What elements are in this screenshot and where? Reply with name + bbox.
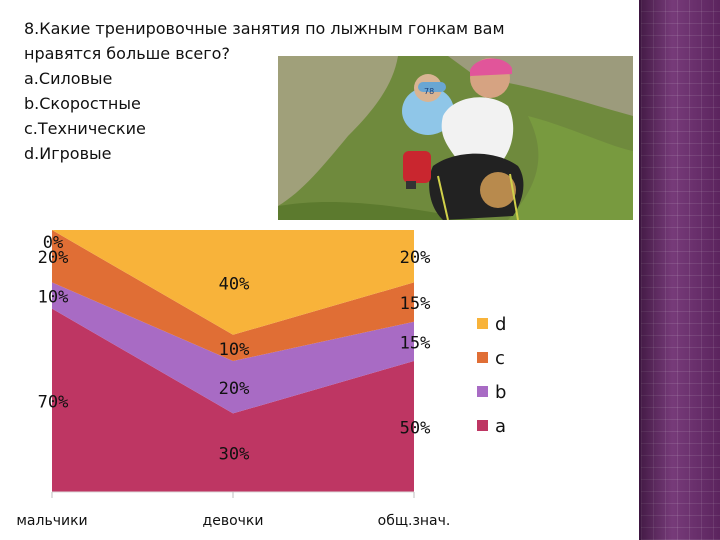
data-label-a-2: 50%	[400, 419, 431, 439]
data-label-a-1: 30%	[219, 445, 250, 465]
data-label-c-1: 10%	[219, 340, 250, 360]
decorative-sidebar	[641, 0, 720, 540]
legend-label-d: d	[495, 314, 506, 335]
question-title-line1: 8.Какие тренировочные занятия по лыжным …	[24, 19, 505, 38]
stacked-area-chart: 70% 30% 50% 10% 20% 15% 20% 10% 15% 0% 40% 20% маль…	[16, 230, 506, 529]
x-tick-label-1: девочки	[203, 513, 264, 529]
data-label-b-0: 10%	[38, 288, 69, 308]
legend-swatch-b	[477, 386, 488, 397]
x-tick-label-0: мальчики	[16, 513, 87, 529]
option-d: d.Игровые	[24, 144, 112, 163]
sidebar-edge	[639, 0, 641, 540]
data-label-d-2: 20%	[400, 248, 431, 268]
area-series-c	[52, 230, 414, 361]
legend-label-b: b	[495, 382, 506, 403]
data-label-c-2: 15%	[400, 294, 431, 314]
x-tick-label-2: общ.знач.	[378, 513, 451, 529]
legend-swatch-d	[477, 318, 488, 329]
data-label-d-0: 0%	[43, 233, 63, 253]
photo-illustration: 78	[278, 56, 633, 220]
legend-label-c: c	[495, 348, 505, 369]
area-series-b	[52, 282, 414, 414]
legend-label-a: a	[495, 416, 506, 437]
question-block: 8.Какие тренировочные занятия по лыжным …	[24, 16, 505, 166]
data-labels-group: 70% 30% 50% 10% 20% 15% 20% 10% 15% 0% 40% 20%	[38, 233, 431, 465]
data-label-b-1: 20%	[219, 379, 250, 399]
data-label-d-1: 40%	[219, 274, 250, 294]
ski-training-photo: 78	[278, 56, 633, 220]
legend-swatch-c	[477, 352, 488, 363]
data-label-a-0: 70%	[38, 392, 69, 412]
option-b: b.Скоростные	[24, 94, 141, 113]
data-label-b-2: 15%	[400, 333, 431, 353]
bib-number: 78	[424, 87, 434, 96]
option-c: c.Технические	[24, 119, 146, 138]
x-axis: мальчики девочки общ.знач.	[16, 491, 451, 529]
option-a: a.Силовые	[24, 69, 113, 88]
data-label-c-0: 20%	[38, 248, 69, 268]
area-series-group	[52, 230, 414, 492]
question-title-line2: нравятся больше всего?	[24, 44, 230, 63]
legend-swatch-a	[477, 420, 488, 431]
area-series-d	[52, 230, 414, 335]
area-series-a	[52, 308, 414, 492]
